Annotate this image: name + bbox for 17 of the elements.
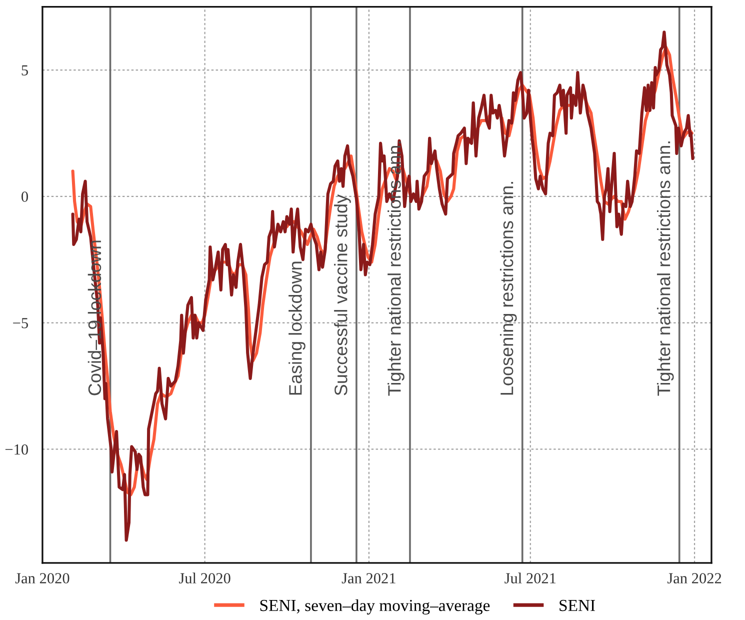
y-tick-label: 5: [22, 65, 28, 76]
y-tick-label: 0: [22, 192, 28, 202]
ref-line-label: Covid–19 lockdown: [88, 240, 102, 396]
legend-label: SENI, seven–day moving–average: [260, 599, 490, 615]
y-tick-label: −5: [13, 318, 28, 328]
y-tick-label: −10: [5, 444, 28, 455]
x-tick-label: Jan 2022: [667, 573, 722, 584]
legend-label: SENI: [560, 600, 595, 612]
ref-line-label: Tighter national restrictions ann.: [388, 142, 404, 396]
x-tick-label: Jan 2020: [15, 573, 70, 584]
ref-line-label: Successful vaccine study: [334, 194, 351, 396]
x-tick-label: Jul 2021: [504, 572, 556, 584]
ref-line-label: Tighter national restrictions ann.: [656, 142, 674, 396]
ref-line-label: Loosening restrictions ann.: [500, 182, 517, 395]
x-tick-label: Jul 2020: [179, 572, 230, 584]
ref-line-label: Easing lockdown: [288, 262, 306, 395]
x-tick-label: Jan 2021: [342, 573, 396, 584]
